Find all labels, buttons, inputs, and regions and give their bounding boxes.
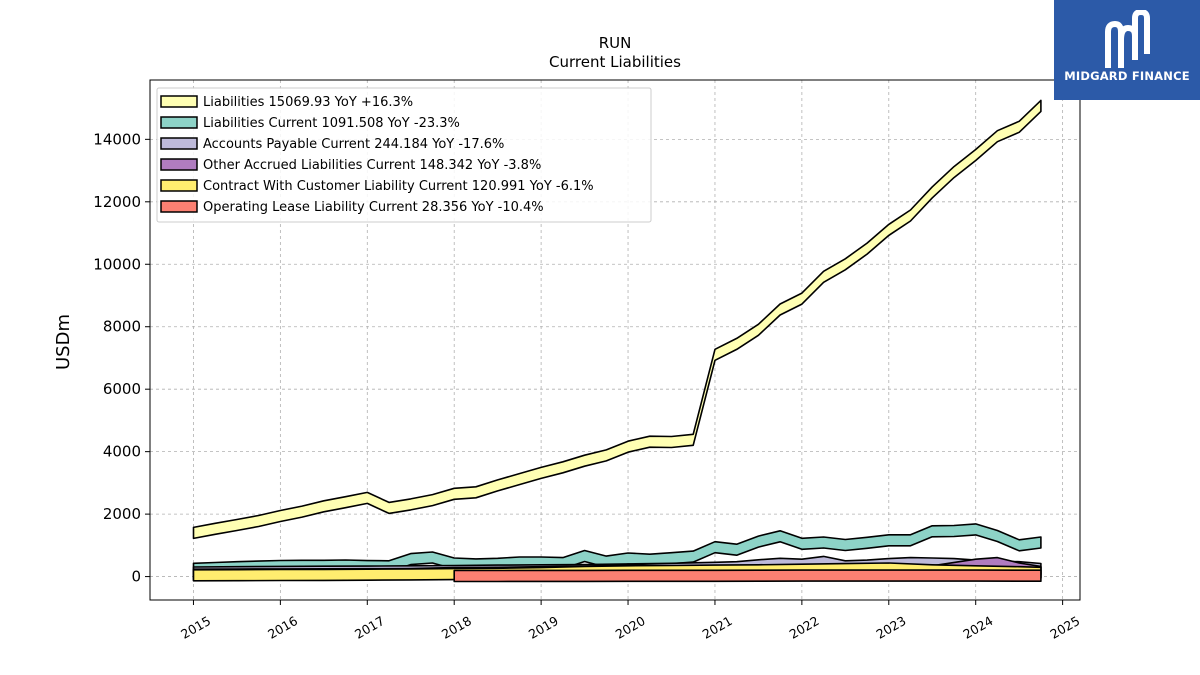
x-tick-label: 2019 — [526, 613, 561, 642]
legend-swatch — [160, 137, 198, 150]
legend-entry: Accounts Payable Current 244.184 YoY -17… — [203, 137, 504, 152]
y-tick-label: 14000 — [93, 130, 141, 148]
legend-swatch — [160, 116, 198, 129]
series-areas — [192, 99, 1042, 583]
legend-swatch — [160, 95, 198, 108]
y-tick-label: 10000 — [93, 255, 141, 273]
y-tick-label: 6000 — [103, 380, 141, 398]
legend-entry: Other Accrued Liabilities Current 148.34… — [203, 158, 541, 173]
x-tick-label: 2023 — [874, 613, 909, 642]
x-tick-label: 2025 — [1047, 613, 1082, 642]
legend-entry: Operating Lease Liability Current 28.356… — [203, 200, 544, 215]
y-tick-label: 2000 — [103, 505, 141, 523]
y-tick-label: 8000 — [103, 318, 141, 336]
x-tick-label: 2018 — [439, 613, 474, 642]
midgard-double-m-icon — [1105, 10, 1150, 68]
y-tick-label: 4000 — [103, 443, 141, 461]
legend-entry: Contract With Customer Liability Current… — [203, 179, 594, 194]
legend-entry: Liabilities 15069.93 YoY +16.3% — [203, 95, 413, 110]
y-axis-label: USDm — [53, 314, 74, 370]
legend-box — [156, 87, 652, 223]
x-tick-label: 2022 — [787, 613, 822, 642]
legend: Liabilities 15069.93 YoY +16.3% Liabiliti… — [156, 87, 652, 223]
x-tick-label: 2021 — [700, 613, 735, 642]
logo-brand-text: MIDGARD FINANCE — [1064, 69, 1190, 83]
y-tick-label: 12000 — [93, 193, 141, 211]
legend-swatch — [160, 179, 198, 192]
x-tick-label: 2024 — [960, 613, 995, 642]
series-5-area — [453, 569, 1042, 583]
plot-frame — [149, 79, 1081, 601]
series-0-area — [192, 99, 1042, 540]
x-tick-label: 2020 — [613, 613, 648, 642]
x-tick-label: 2017 — [352, 613, 387, 642]
x-tick-label: 2015 — [178, 613, 213, 642]
legend-swatch — [160, 158, 198, 171]
midgard-finance-logo: MIDGARD FINANCE — [1054, 0, 1200, 100]
x-tick-label: 2016 — [265, 613, 300, 642]
chart-title: RUN — [599, 34, 632, 52]
chart-subtitle: Current Liabilities — [549, 53, 681, 71]
y-tick-label: 0 — [131, 568, 141, 586]
legend-entry: Liabilities Current 1091.508 YoY -23.3% — [203, 116, 460, 131]
legend-swatch — [160, 200, 198, 213]
